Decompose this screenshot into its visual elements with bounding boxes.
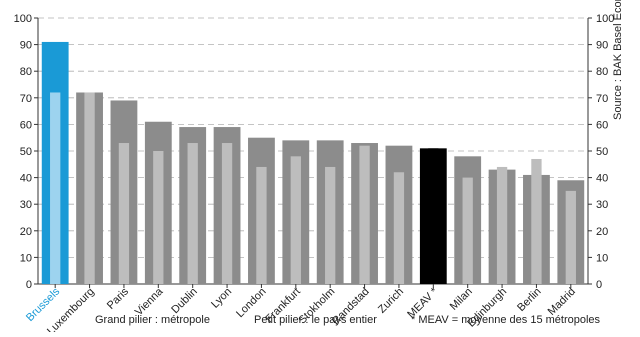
- bar-small-3: [153, 151, 164, 284]
- y-tick-label-right-60: 60: [596, 119, 608, 131]
- y-tick-label-right-100: 100: [596, 13, 614, 25]
- y-tick-label-left-100: 100: [14, 13, 32, 25]
- category-label-2: Paris: [105, 285, 132, 312]
- category-label-12: Milan: [448, 286, 475, 313]
- y-tick-label-left-10: 10: [20, 252, 32, 264]
- category-label-14: Berlin: [515, 286, 543, 314]
- bar-small-15: [565, 190, 576, 284]
- y-tick-label-left-80: 80: [20, 66, 32, 78]
- y-tick-label-left-20: 20: [20, 226, 32, 238]
- y-tick-label-right-30: 30: [596, 199, 608, 211]
- bar-small-7: [290, 156, 301, 284]
- bar-small-10: [393, 172, 405, 284]
- y-tick-label-left-30: 30: [20, 199, 32, 211]
- bar-small-11: [428, 148, 439, 284]
- y-tick-label-left-40: 40: [20, 173, 32, 185]
- bar-small-0: [50, 92, 61, 284]
- bar-small-5: [221, 143, 233, 284]
- legend-meav-note: * MEAV = moyenne des 15 métropoles: [411, 314, 601, 326]
- legend-small-pillar: Petit pilier : le pays entier: [254, 314, 377, 326]
- category-label-4: Dublin: [169, 286, 200, 317]
- bar-small-9: [359, 145, 370, 284]
- y-tick-label-right-50: 50: [596, 146, 608, 158]
- y-tick-label-left-60: 60: [20, 119, 32, 131]
- y-tick-label-left-0: 0: [26, 279, 32, 291]
- bar-small-14: [531, 158, 542, 284]
- bar-small-8: [325, 166, 336, 284]
- bar-small-2: [118, 143, 130, 284]
- bar-small-4: [187, 143, 198, 284]
- bar-small-13: [496, 166, 508, 284]
- y-tick-label-right-40: 40: [596, 173, 608, 185]
- category-label-10: Zurich: [376, 286, 406, 316]
- y-tick-label-right-70: 70: [596, 93, 608, 105]
- y-tick-label-left-90: 90: [20, 40, 32, 52]
- y-tick-label-right-10: 10: [596, 252, 608, 264]
- y-tick-label-right-20: 20: [596, 226, 608, 238]
- y-tick-label-right-90: 90: [596, 40, 608, 52]
- source-note: Source : BAK Basel Economics: [612, 0, 624, 120]
- category-label-5: Lyon: [209, 286, 234, 311]
- y-tick-label-left-50: 50: [20, 146, 32, 158]
- bar-small-12: [462, 177, 473, 284]
- y-tick-label-left-70: 70: [20, 93, 32, 105]
- bar-small-6: [256, 166, 267, 284]
- y-tick-label-right-0: 0: [596, 279, 602, 291]
- legend-big-pillar: Grand pilier : métropole: [95, 314, 210, 326]
- bar-small-1: [84, 92, 95, 284]
- y-tick-label-right-80: 80: [596, 66, 608, 78]
